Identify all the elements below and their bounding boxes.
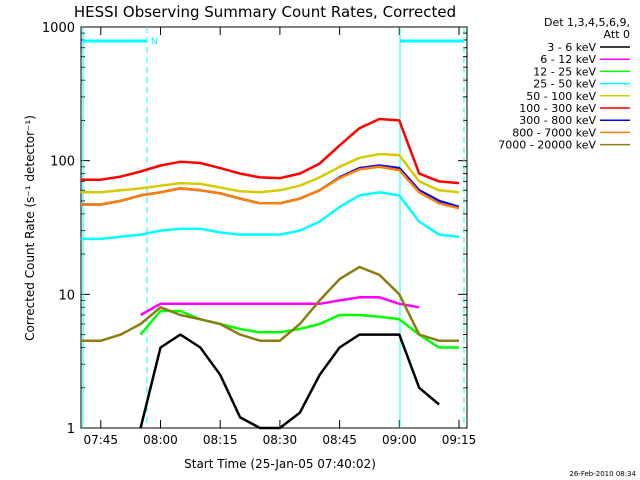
y-tick-label: 1000	[42, 21, 75, 36]
x-tick-label: 09:00	[382, 433, 417, 447]
series-line-1	[139, 296, 420, 317]
legend-label-5: 100 - 300 keV	[519, 102, 596, 115]
y-tick-label: 1	[67, 422, 75, 437]
legend-label-0: 3 - 6 keV	[547, 41, 596, 54]
legend-header-line-1: Det 1,3,4,5,6,9,	[544, 16, 630, 29]
series-line-8	[80, 265, 459, 342]
legend-label-6: 300 - 800 keV	[519, 114, 596, 127]
series-line-7	[80, 165, 460, 210]
x-tick-label: 08:30	[263, 433, 298, 447]
x-tick-label: 07:45	[83, 433, 118, 447]
legend-label-1: 6 - 12 keV	[540, 53, 596, 66]
legend-label-8: 7000 - 20000 keV	[498, 139, 596, 152]
legend-label-4: 50 - 100 keV	[526, 90, 596, 103]
plot-frame	[80, 26, 468, 429]
y-tick-label: 100	[50, 155, 75, 170]
series-line-4	[80, 152, 460, 194]
legend-label-2: 12 - 25 keV	[533, 65, 596, 78]
plot-area: 1 10 100 1000 07:45 08:00 08:15 08:30 08:45 09:00…	[42, 21, 476, 447]
legend-label-7: 800 - 7000 keV	[512, 126, 596, 139]
x-tick-label: 08:00	[143, 433, 178, 447]
legend-header-line-2: Att 0	[604, 28, 630, 41]
x-tick-label: 09:15	[442, 433, 477, 447]
series-line-3	[80, 191, 460, 241]
chart-title: HESSI Observing Summary Count Rates, Cor…	[74, 3, 456, 21]
y-axis-label: Corrected Count Rate (s⁻¹ detector⁻¹)	[23, 115, 37, 341]
series-line-0	[139, 333, 440, 430]
x-axis-label: Start Time (25-Jan-05 07:40:02)	[184, 457, 376, 471]
legend-label-3: 25 - 50 keV	[533, 78, 596, 91]
night-marker-label: N	[151, 37, 158, 47]
series-line-2	[139, 309, 459, 349]
x-tick-label: 08:45	[322, 433, 357, 447]
x-tick-label: 08:15	[203, 433, 238, 447]
generation-timestamp: 26-Feb-2010 08:34	[569, 470, 636, 478]
y-tick-label: 10	[58, 288, 75, 303]
series-line-5	[80, 117, 460, 185]
